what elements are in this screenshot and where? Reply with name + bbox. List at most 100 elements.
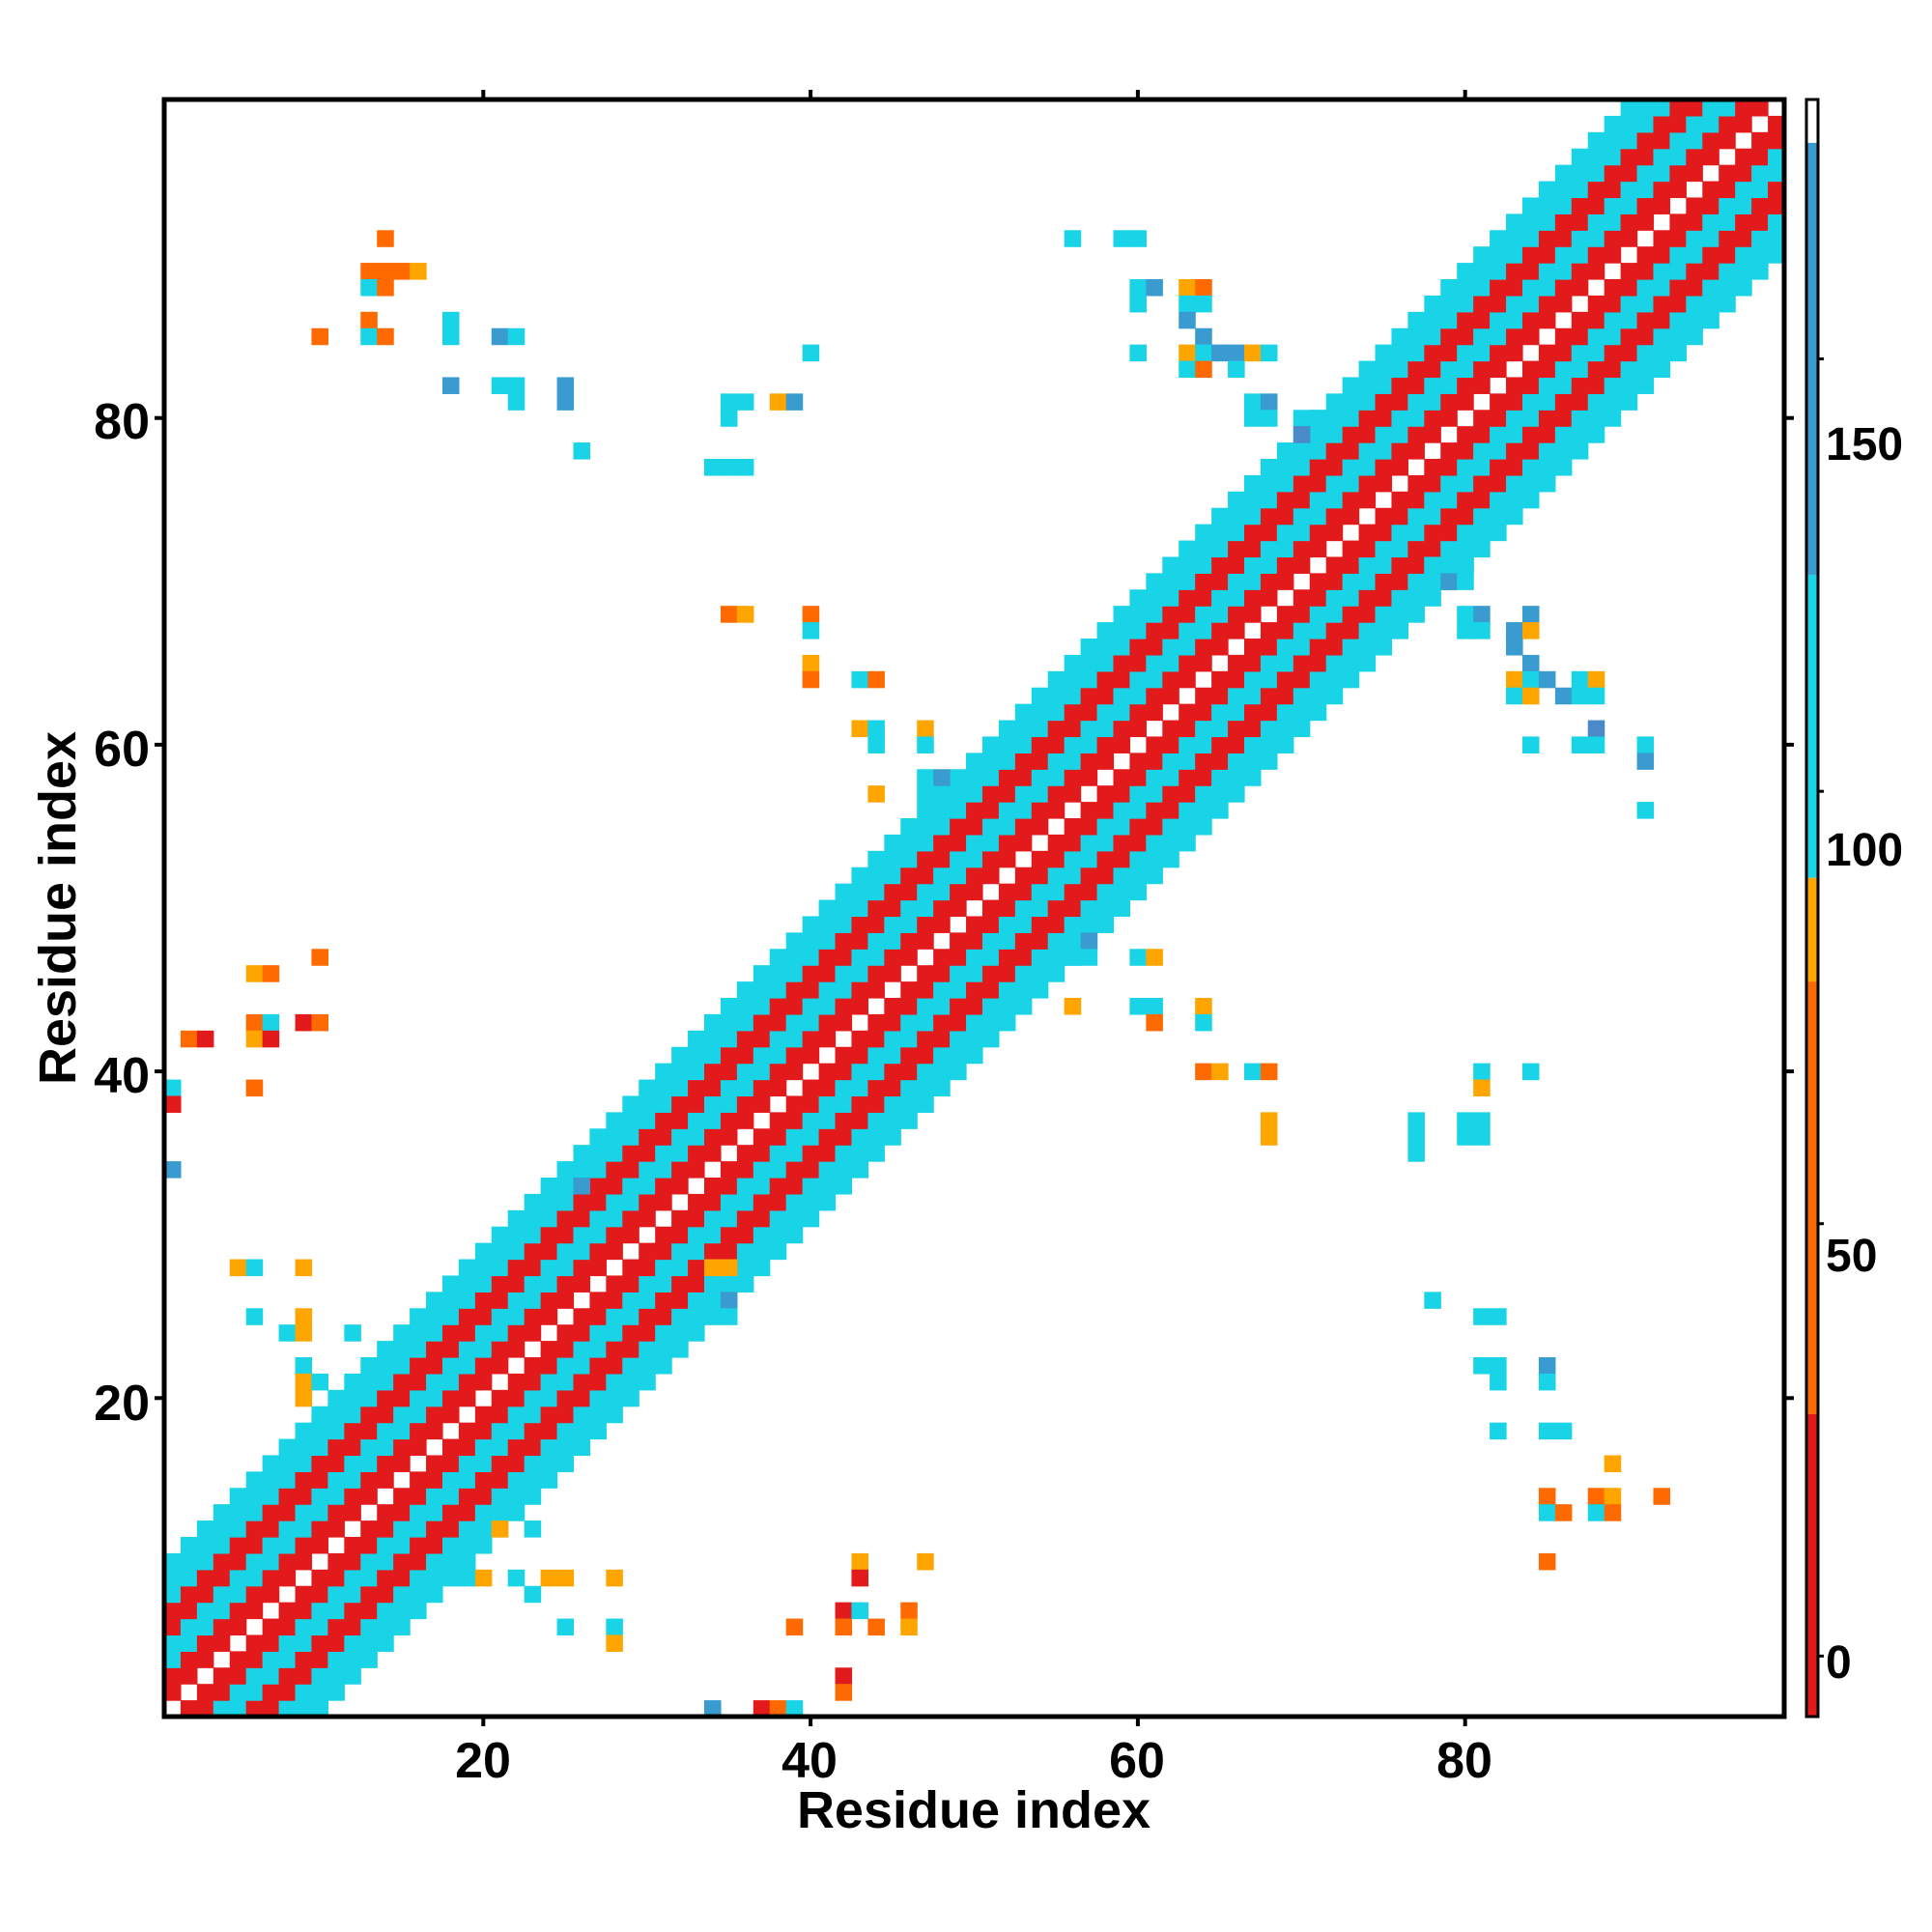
- contact-cell: [1276, 524, 1294, 542]
- contact-cell: [491, 1242, 509, 1261]
- contact-cell: [474, 1242, 493, 1261]
- contact-cell: [474, 1324, 493, 1342]
- contact-cell: [1031, 818, 1049, 836]
- contact-cell: [802, 1030, 820, 1048]
- contact-cell: [851, 1046, 868, 1065]
- contact-cell: [262, 1537, 280, 1554]
- contact-cell: [1064, 769, 1082, 786]
- contact-cell: [180, 1569, 198, 1587]
- contact-cell: [1211, 639, 1229, 656]
- contact-cell: [393, 1373, 411, 1391]
- contact-cell: [1162, 769, 1179, 786]
- contact-cell: [884, 1095, 901, 1113]
- contact-cell: [802, 654, 820, 672]
- contact-cell: [1719, 197, 1736, 214]
- contact-cell: [507, 327, 526, 346]
- contact-cell: [573, 442, 591, 460]
- contact-cell: [1260, 556, 1278, 574]
- contact-cell: [1604, 246, 1622, 264]
- contact-cell: [1424, 295, 1441, 313]
- contact-cell: [1719, 295, 1736, 313]
- contact-cell: [1162, 818, 1179, 836]
- contact-cell: [1309, 573, 1327, 590]
- contact-cell: [1424, 311, 1441, 329]
- contact-cell: [981, 932, 1000, 950]
- contact-cell: [1587, 164, 1605, 183]
- contact-cell: [1521, 426, 1540, 443]
- contact-cell: [1276, 556, 1294, 574]
- contact-cell: [736, 1013, 754, 1032]
- contact-cell: [998, 932, 1016, 950]
- contact-cell: [1653, 311, 1671, 329]
- contact-cell: [1473, 1308, 1491, 1325]
- contact-cell: [736, 1209, 754, 1228]
- contact-cell: [998, 949, 1016, 966]
- contact-cell: [753, 1259, 771, 1277]
- contact-cell: [1358, 474, 1377, 493]
- contact-cell: [785, 1013, 804, 1032]
- contact-cell: [1636, 736, 1655, 753]
- contact-cell: [441, 1552, 460, 1571]
- contact-cell: [1358, 540, 1377, 558]
- contact-cell: [1195, 687, 1212, 705]
- contact-cell: [213, 1684, 231, 1701]
- contact-cell: [1080, 834, 1098, 852]
- contact-cell: [507, 1324, 526, 1342]
- contact-cell: [818, 1178, 837, 1195]
- contact-cell: [1636, 148, 1655, 166]
- contact-cell: [606, 1145, 623, 1162]
- contact-cell: [1587, 148, 1605, 166]
- contact-cell: [753, 1079, 771, 1097]
- contact-cell: [556, 1455, 575, 1472]
- contact-cell: [1228, 703, 1245, 722]
- contact-cell: [1244, 556, 1262, 574]
- contact-cell: [524, 1389, 542, 1407]
- contact-cell: [1521, 377, 1540, 394]
- contact-cell: [377, 1618, 394, 1636]
- contact-cell: [1636, 311, 1655, 329]
- contact-cell: [507, 1389, 526, 1407]
- contact-cell: [671, 1259, 689, 1277]
- contact-cell: [1129, 785, 1147, 803]
- contact-cell: [1276, 703, 1294, 722]
- contact-cell: [1014, 720, 1033, 738]
- contact-cell: [785, 1618, 804, 1636]
- contact-cell: [377, 327, 394, 346]
- contact-cell: [884, 1112, 901, 1129]
- contact-cell: [1636, 99, 1655, 117]
- colorbar-tick-label-100: 100: [1826, 825, 1903, 876]
- contact-cell: [884, 850, 901, 868]
- contact-cell: [622, 1308, 639, 1325]
- contact-cell: [655, 1259, 672, 1277]
- contact-cell: [1228, 360, 1245, 379]
- contact-cell: [213, 1618, 231, 1636]
- contact-cell: [1031, 949, 1049, 966]
- contact-cell: [1538, 230, 1556, 247]
- contact-cell: [1407, 589, 1425, 607]
- contact-cell: [1195, 818, 1212, 836]
- contact-cell: [1554, 327, 1573, 346]
- contact-cell: [1325, 426, 1344, 443]
- contact-cell: [344, 1406, 361, 1424]
- contact-cell: [1260, 687, 1278, 705]
- contact-cell: [1162, 785, 1179, 803]
- contact-cell: [1162, 720, 1179, 738]
- contact-cell: [1031, 981, 1049, 999]
- contact-cell: [1571, 670, 1589, 689]
- contact-cell: [278, 1552, 297, 1571]
- contact-cell: [377, 1520, 394, 1538]
- contact-cell: [1554, 230, 1573, 247]
- contact-cell: [785, 1209, 804, 1228]
- x-axis-ticks: [481, 90, 1467, 1726]
- contact-cell: [655, 1095, 672, 1113]
- contact-cell: [867, 981, 885, 999]
- contact-cell: [1521, 360, 1540, 379]
- contact-cell: [196, 1618, 214, 1636]
- contact-cell: [720, 1259, 738, 1277]
- contact-cell: [426, 1373, 443, 1391]
- contact-cell: [1228, 540, 1245, 558]
- contact-cell: [573, 1193, 591, 1211]
- contact-cell: [736, 1046, 754, 1065]
- contact-cell: [1391, 344, 1408, 362]
- contact-cell: [1587, 263, 1605, 280]
